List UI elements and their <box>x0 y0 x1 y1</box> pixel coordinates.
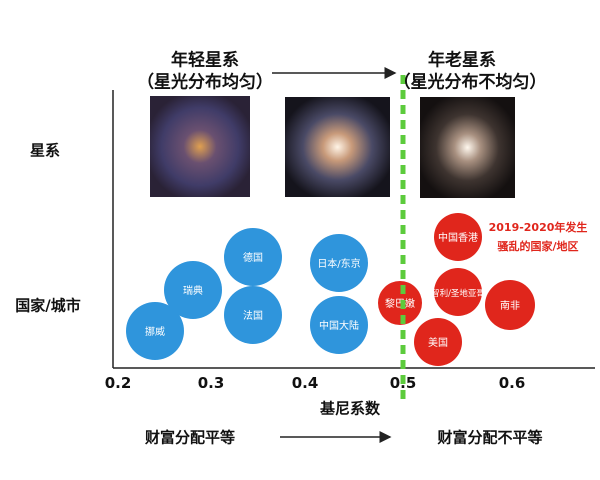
row-label-galaxy: 星系 <box>29 141 61 160</box>
annotation-line1: 2019-2020年发生 <box>488 221 588 234</box>
bubble-equal <box>224 228 282 286</box>
x-tick-label: 0.3 <box>197 374 225 392</box>
bubble-equal <box>224 286 282 344</box>
bubble-label: 南非 <box>500 299 520 312</box>
x-tick-label: 0.2 <box>104 374 132 392</box>
bubble-unequal <box>485 280 535 330</box>
bubble-equal <box>164 261 222 319</box>
bubble-unequal <box>434 213 482 261</box>
bubble-label: 智利/圣地亚哥 <box>431 288 485 299</box>
bubble-label: 日本/东京 <box>317 257 360 270</box>
old-galaxy-title: 年老星系 <box>428 50 496 71</box>
bubble-unequal <box>378 281 422 325</box>
x-tick-label: 0.6 <box>498 374 526 392</box>
bubble-equal <box>310 296 368 354</box>
young-galaxy-subtitle: （星光分布均匀） <box>137 72 273 93</box>
footer-equal: 财富分配平等 <box>144 428 236 447</box>
spiral-galaxy-image <box>285 97 390 197</box>
annotation-line2: 骚乱的国家/地区 <box>497 240 579 253</box>
old-galaxy-image <box>420 97 515 198</box>
bubble-equal <box>126 302 184 360</box>
young-galaxy-title: 年轻星系 <box>171 50 239 71</box>
x-tick-label: 0.4 <box>291 374 319 392</box>
row-label-country: 国家/城市 <box>15 296 81 315</box>
bubble-label: 美国 <box>428 336 448 349</box>
bubble-label: 中国香港 <box>438 231 478 244</box>
bubble-label: 黎巴嫩 <box>385 297 415 310</box>
bubble-label: 德国 <box>243 251 263 264</box>
old-galaxy-subtitle: （星光分布不均匀） <box>393 72 547 93</box>
young-galaxy-image <box>150 96 250 197</box>
x-tick-label: 0.5 <box>389 374 417 392</box>
bubble-label: 瑞典 <box>183 284 203 297</box>
bubble-label: 中国大陆 <box>319 319 359 332</box>
bubble-equal <box>310 234 368 292</box>
bubble-unequal <box>434 268 482 316</box>
bubble-label: 挪威 <box>145 325 165 338</box>
footer-unequal: 财富分配不平等 <box>437 428 543 447</box>
x-axis-label: 基尼系数 <box>319 399 381 418</box>
bubble-label: 法国 <box>243 309 263 322</box>
bubble-unequal <box>414 318 462 366</box>
